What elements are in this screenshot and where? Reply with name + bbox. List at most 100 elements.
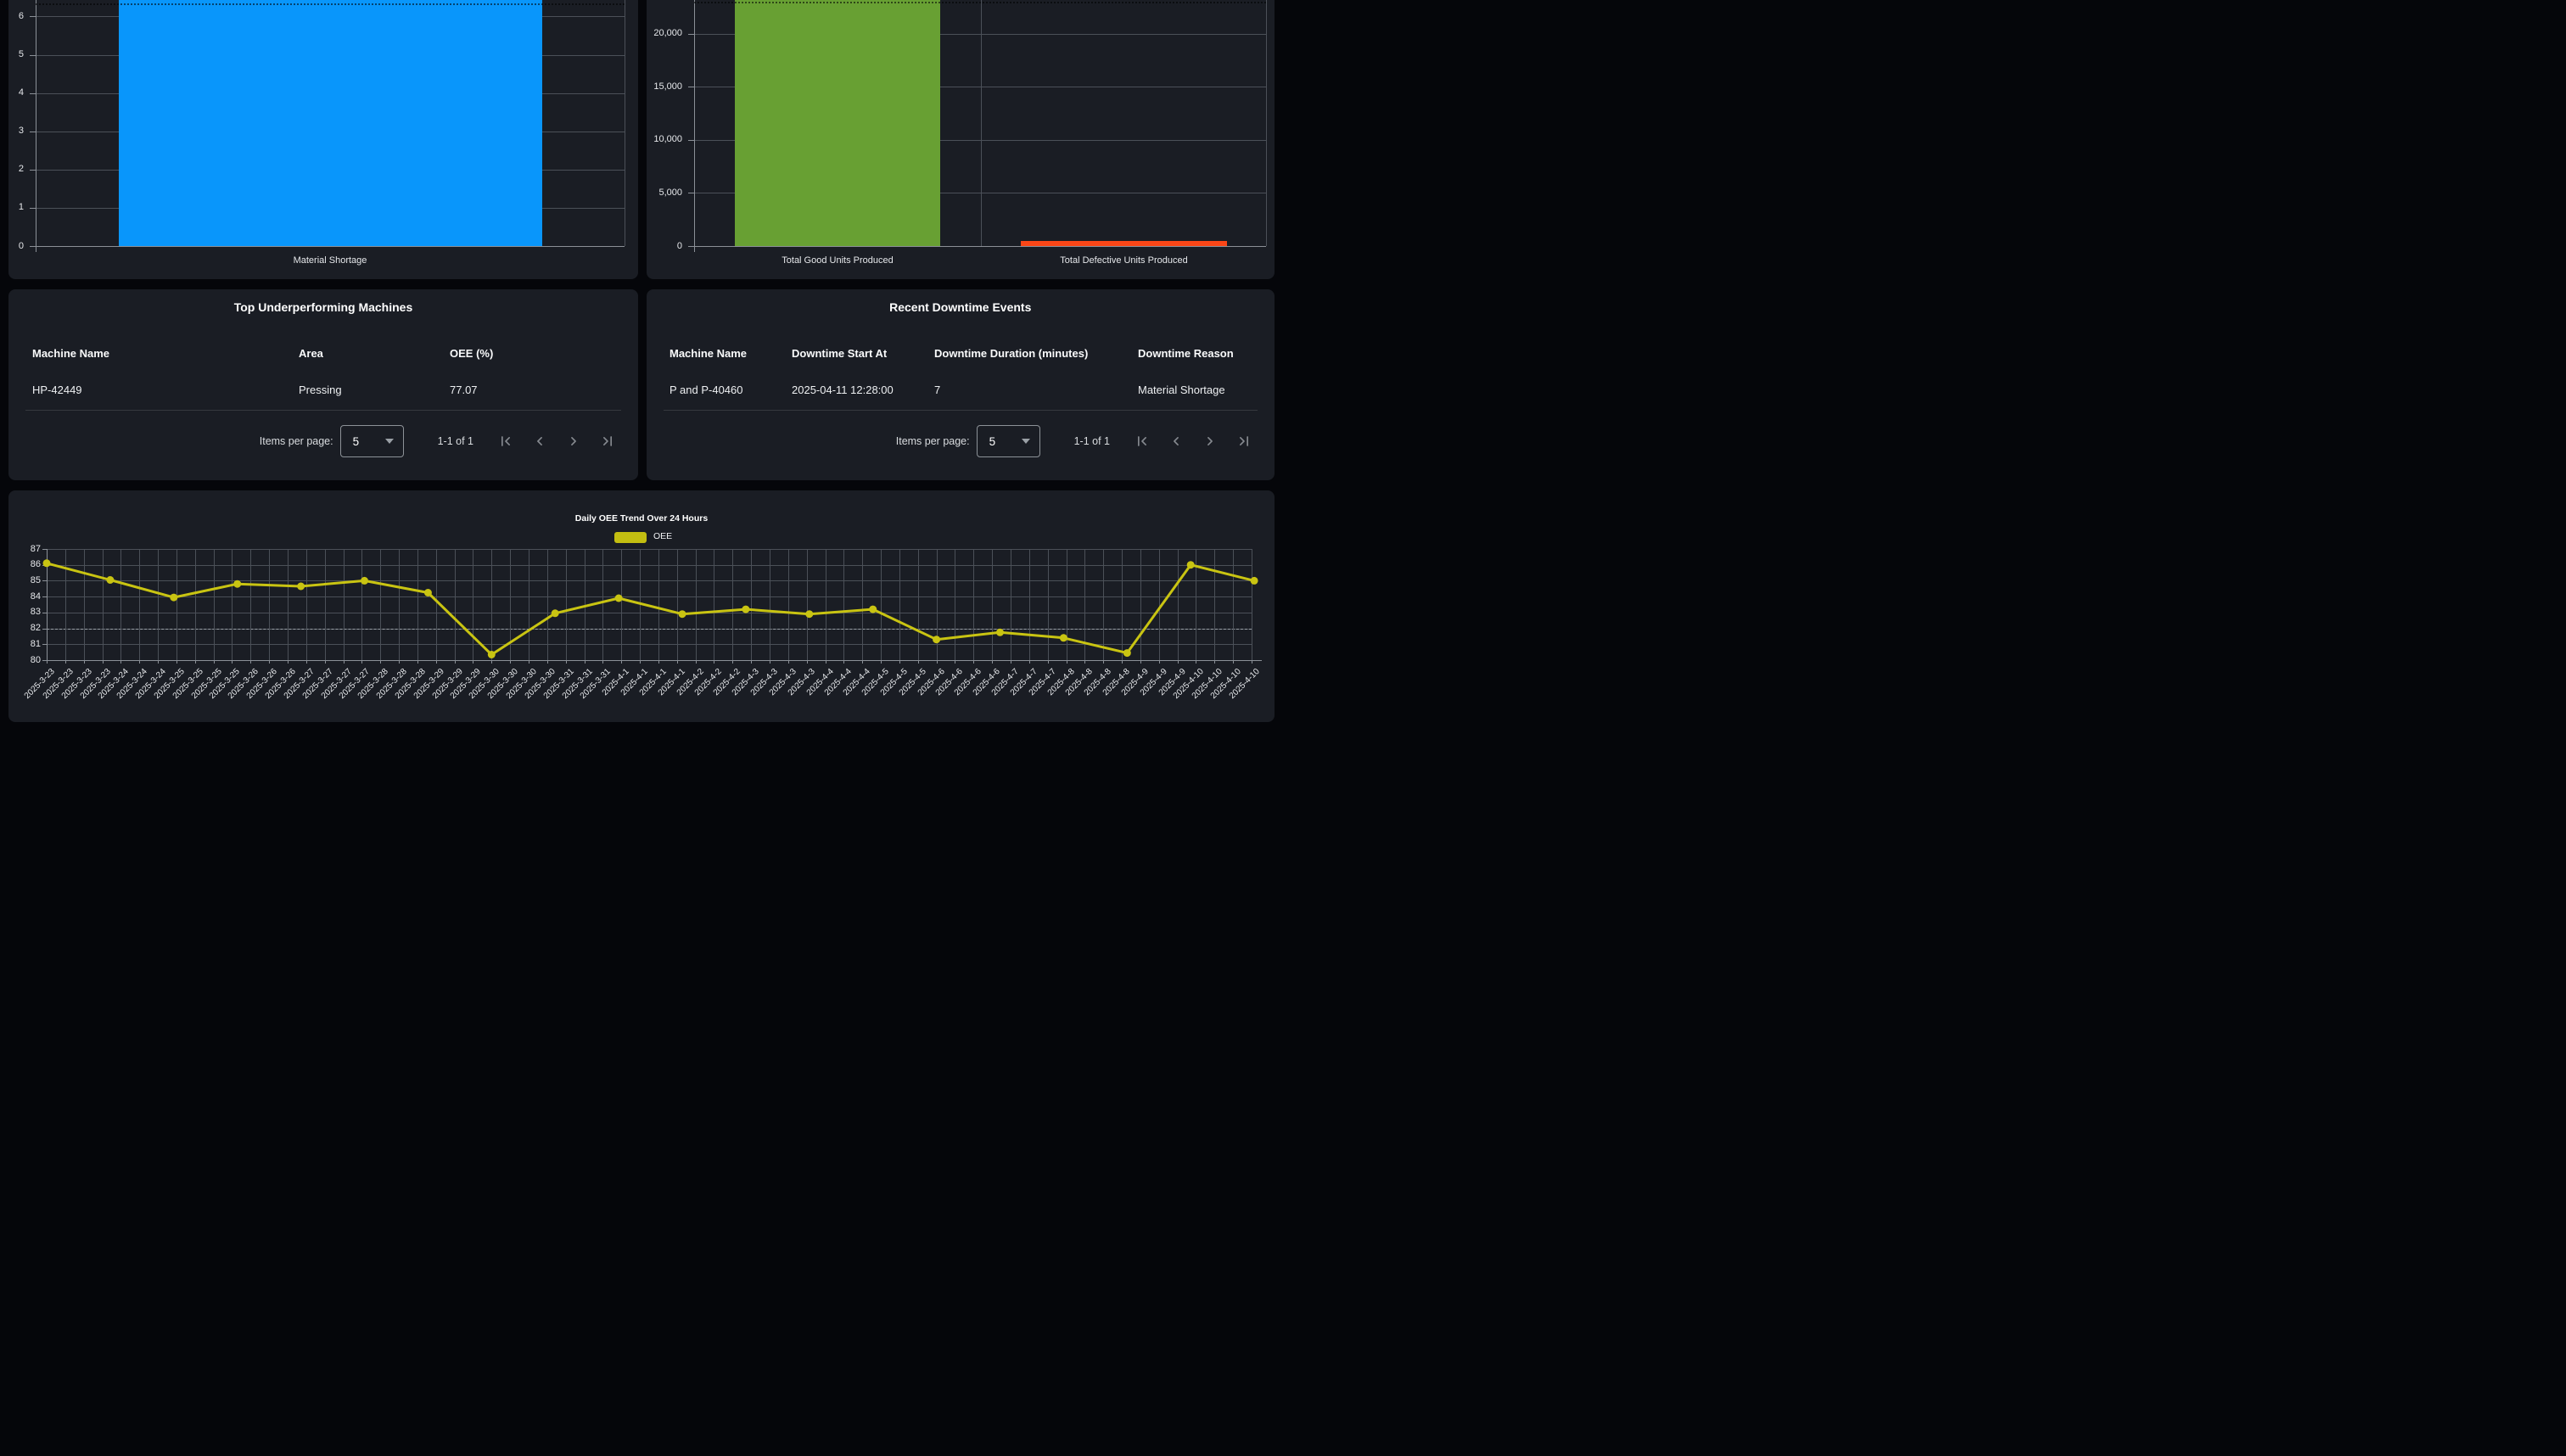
next-page-button[interactable] bbox=[1200, 431, 1220, 451]
y-axis-label: 5 bbox=[18, 49, 24, 59]
x-axis-tick bbox=[936, 660, 938, 664]
range-label: 1-1 of 1 bbox=[437, 435, 473, 447]
daily-oee-trend-panel: Daily OEE Trend Over 24 Hours OEE 80 81 82… bbox=[8, 490, 1275, 722]
oee-legend[interactable]: OEE bbox=[8, 529, 1275, 545]
previous-page-button[interactable] bbox=[529, 431, 550, 451]
vertical-gridline bbox=[843, 549, 845, 660]
bar-total-good-units-produced bbox=[735, 0, 940, 246]
next-page-button[interactable] bbox=[563, 431, 584, 451]
x-axis-tick bbox=[120, 660, 122, 664]
x-axis-tick bbox=[917, 660, 919, 664]
x-axis-tick bbox=[380, 660, 382, 664]
oee-point-2025-3-25 bbox=[170, 593, 178, 602]
x-axis-tick bbox=[417, 660, 418, 664]
x-axis-tick bbox=[806, 660, 808, 664]
vertical-gridline bbox=[806, 549, 808, 660]
first-page-button[interactable] bbox=[496, 431, 516, 451]
x-axis-tick bbox=[862, 660, 864, 664]
previous-page-button[interactable] bbox=[1166, 431, 1186, 451]
vertical-gridline bbox=[676, 549, 678, 660]
oee-point-2025-4-2 bbox=[678, 610, 686, 619]
vertical-gridline bbox=[1266, 0, 1267, 246]
clipped-top-dotted-line bbox=[36, 3, 625, 5]
y-axis-label: 10,000 bbox=[653, 134, 682, 145]
oee-point-2025-4-9 bbox=[1123, 649, 1131, 658]
y-axis-tick bbox=[688, 33, 694, 35]
y-axis-tick bbox=[42, 644, 47, 646]
vertical-gridline bbox=[361, 549, 363, 660]
threshold-dashed-line bbox=[47, 628, 1252, 630]
oee-point-2025-3-23 bbox=[42, 559, 51, 568]
x-axis-tick bbox=[1122, 660, 1123, 664]
table-divider bbox=[25, 409, 621, 411]
x-axis-tick bbox=[1214, 660, 1216, 664]
gridline bbox=[694, 246, 1266, 247]
vertical-gridline bbox=[862, 549, 864, 660]
vertical-gridline bbox=[1140, 549, 1141, 660]
x-axis-tick bbox=[899, 660, 900, 664]
page-size-select[interactable]: 5 bbox=[976, 425, 1040, 457]
y-axis-label: 20,000 bbox=[653, 28, 682, 39]
page-size-value: 5 bbox=[352, 434, 360, 448]
vertical-gridline bbox=[399, 549, 401, 660]
y-axis-tick bbox=[42, 628, 47, 630]
recent-downtime-events-panel: Recent Downtime Events Machine Name Down… bbox=[646, 289, 1275, 480]
x-axis-tick bbox=[491, 660, 493, 664]
vertical-gridline bbox=[1084, 549, 1086, 660]
vertical-gridline bbox=[510, 549, 512, 660]
oee-point-2025-4-1 bbox=[614, 594, 623, 602]
y-axis-tick bbox=[42, 549, 47, 550]
vertical-gridline bbox=[380, 549, 382, 660]
y-axis-label: 4 bbox=[18, 87, 24, 98]
last-page-button[interactable] bbox=[1234, 431, 1254, 451]
vertical-gridline bbox=[602, 549, 604, 660]
y-axis-label: 83 bbox=[30, 607, 41, 618]
chevron-down-icon bbox=[384, 439, 394, 444]
x-category-label: Material Shortage bbox=[293, 255, 367, 266]
chevron-down-icon bbox=[1021, 439, 1030, 444]
vertical-gridline bbox=[194, 549, 196, 660]
vertical-gridline bbox=[176, 549, 177, 660]
x-axis-tick bbox=[454, 660, 456, 664]
x-axis-tick bbox=[1047, 660, 1049, 664]
downtime-table-title: Recent Downtime Events bbox=[889, 300, 1032, 314]
vertical-gridline bbox=[751, 549, 753, 660]
vertical-gridline bbox=[343, 549, 345, 660]
x-axis-tick bbox=[787, 660, 789, 664]
page-size-select[interactable]: 5 bbox=[339, 425, 404, 457]
range-label: 1-1 of 1 bbox=[1073, 435, 1110, 447]
x-axis-tick bbox=[1028, 660, 1030, 664]
y-axis-label: 87 bbox=[30, 543, 41, 554]
y-axis-tick bbox=[42, 596, 47, 598]
machine-name-cell: HP-42449 bbox=[32, 384, 82, 396]
downtime-paginator: Items per page: 5 1-1 of 1 bbox=[896, 425, 1254, 457]
vertical-gridline bbox=[899, 549, 900, 660]
x-axis-tick bbox=[213, 660, 215, 664]
y-axis-label: 86 bbox=[30, 559, 41, 570]
y-axis-label: 0 bbox=[18, 240, 24, 251]
downtime-col-duration: Downtime Duration (minutes) bbox=[934, 347, 1089, 360]
x-axis-tick bbox=[1140, 660, 1141, 664]
downtime-reasons-bar-chart: 0 1 2 3 4 5 6 Material Shortage bbox=[8, 0, 638, 279]
vertical-gridline bbox=[1158, 549, 1160, 660]
x-axis-tick bbox=[1103, 660, 1105, 664]
oee-point-2025-4-8 bbox=[1059, 634, 1067, 642]
oee-point-2025-4-10 bbox=[1186, 561, 1195, 569]
y-axis-tick bbox=[30, 16, 36, 18]
vertical-gridline bbox=[305, 549, 307, 660]
x-axis-tick bbox=[676, 660, 678, 664]
vertical-gridline bbox=[973, 549, 975, 660]
downtime-col-start-at: Downtime Start At bbox=[792, 347, 888, 360]
oee-point-2025-3-27 bbox=[297, 582, 305, 591]
machines-col-machine-name: Machine Name bbox=[32, 347, 110, 360]
vertical-gridline bbox=[435, 549, 437, 660]
vertical-gridline bbox=[1177, 549, 1179, 660]
x-category-label: Total Defective Units Produced bbox=[1060, 255, 1188, 266]
gridline bbox=[47, 549, 1252, 550]
y-axis-tick bbox=[42, 580, 47, 582]
x-axis-tick bbox=[732, 660, 734, 664]
y-axis-tick bbox=[30, 246, 36, 247]
first-page-button[interactable] bbox=[1132, 431, 1152, 451]
downtime-col-reason: Downtime Reason bbox=[1138, 347, 1234, 360]
last-page-button[interactable] bbox=[597, 431, 618, 451]
